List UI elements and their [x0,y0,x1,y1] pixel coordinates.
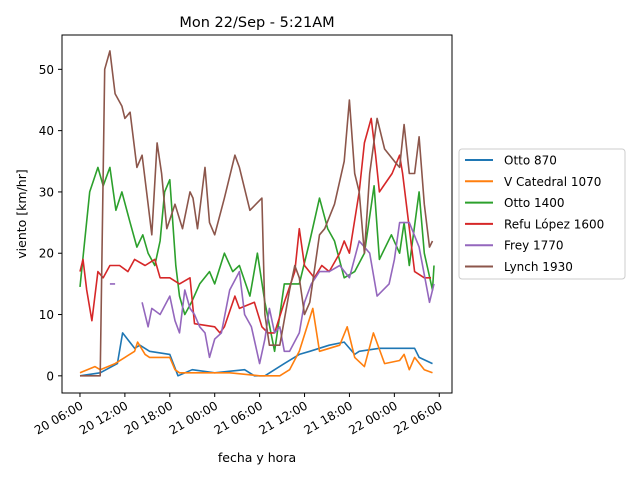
legend: Otto 870 V Catedral 1070 Otto 1400 Refu Lóp… [458,148,626,280]
legend-label: Otto 1400 [504,196,565,210]
x-tick-label: 21 06:00 [212,398,265,437]
legend-label: V Catedral 1070 [504,175,601,189]
axes-frame [61,34,453,394]
x-tick-label: 22 00:00 [346,398,399,437]
series-lines [79,50,435,377]
series-line-2 [79,166,435,353]
y-axis-label: viento [km/hr] [14,169,29,258]
legend-label: Lynch 1930 [504,260,573,274]
y-tick-label: 40 [39,124,54,138]
series-line-3 [79,117,431,334]
series-line-5 [80,50,434,377]
legend-label: Otto 870 [504,154,557,168]
x-tick-label: 20 18:00 [122,398,175,437]
y-tick-label: 20 [39,247,54,261]
legend-label: Frey 1770 [504,239,564,253]
x-tick-label: 20 06:00 [32,398,85,437]
y-tick-label: 50 [39,63,54,77]
x-axis-label: fecha y hora [218,450,296,465]
legend-label: Refu López 1600 [504,217,604,231]
y-tick-label: 10 [39,308,54,322]
series-line-1 [79,307,433,377]
chart-title: Mon 22/Sep - 5:21AM [179,15,334,31]
x-tick-label: 21 12:00 [257,398,310,437]
series-line-4 [109,221,435,365]
x-tick-label: 20 12:00 [77,398,130,437]
legend-box [458,148,626,280]
x-tick-label: 22 06:00 [391,398,444,437]
x-tick-label: 21 18:00 [301,398,354,437]
y-ticks: 0 10 20 30 40 50 [39,63,62,383]
x-tick-label: 21 00:00 [167,398,220,437]
y-tick-label: 0 [46,369,54,383]
y-tick-label: 30 [39,185,54,199]
series-line-0 [79,332,433,377]
